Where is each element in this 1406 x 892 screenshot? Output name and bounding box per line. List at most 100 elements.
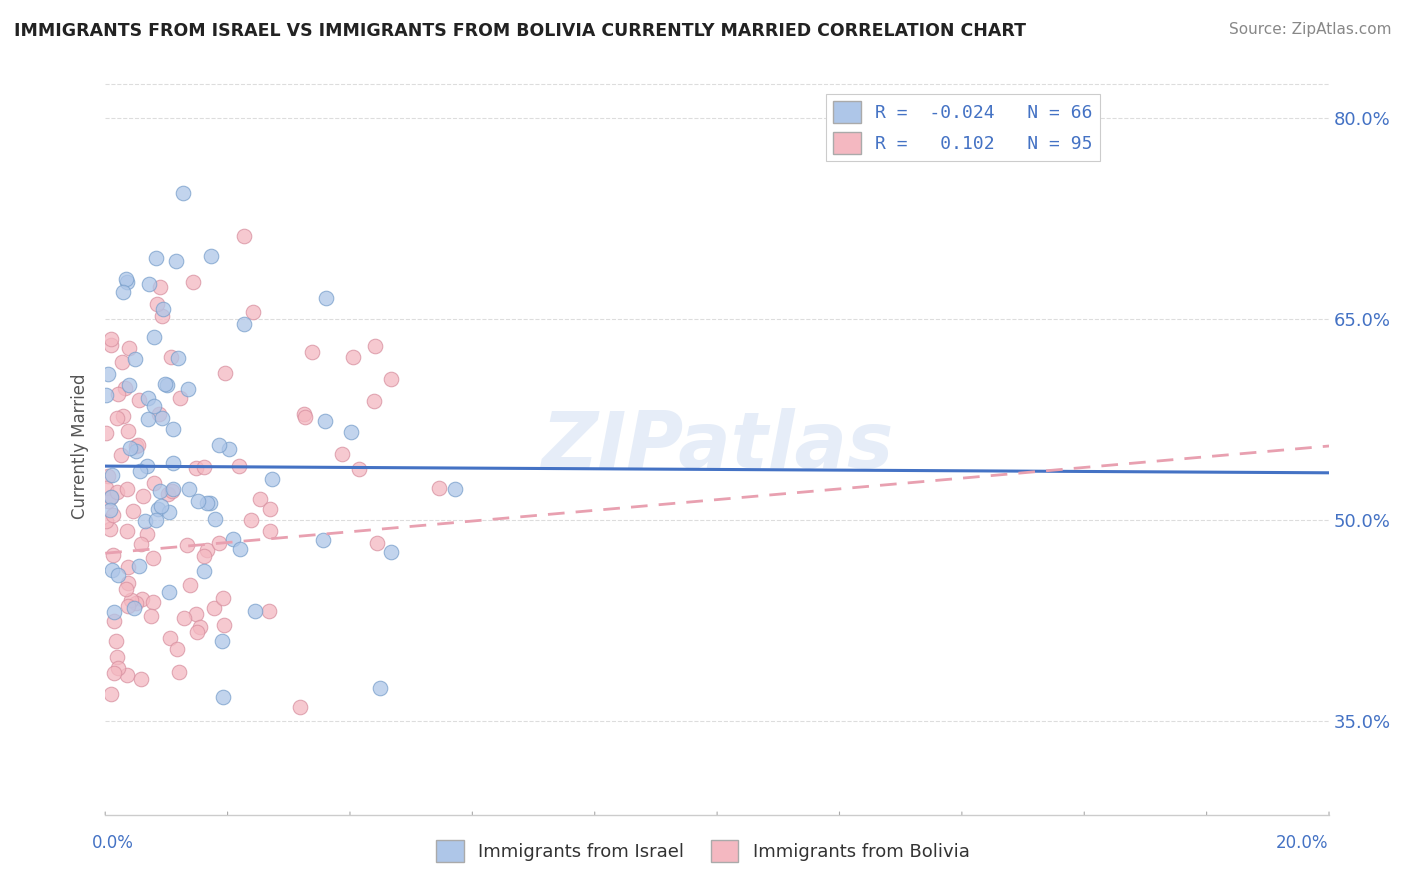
- Point: [136, 458, 159, 473]
- Point: [193, 564, 215, 578]
- Point: [179, 483, 201, 497]
- Point: [94, 426, 117, 441]
- Point: [142, 595, 165, 609]
- Point: [103, 614, 125, 628]
- Point: [125, 439, 148, 453]
- Point: [117, 576, 139, 591]
- Point: [214, 367, 236, 381]
- Point: [228, 458, 250, 473]
- Point: [138, 277, 160, 291]
- Point: [117, 425, 139, 439]
- Point: [129, 672, 152, 686]
- Point: [103, 548, 125, 562]
- Point: [184, 460, 207, 475]
- Point: [184, 607, 207, 621]
- Point: [249, 492, 271, 507]
- Point: [162, 482, 184, 496]
- Point: [132, 489, 155, 503]
- Point: [330, 447, 353, 461]
- Point: [444, 482, 467, 496]
- Point: [125, 596, 148, 610]
- Point: [107, 411, 129, 425]
- Point: [94, 514, 117, 528]
- Point: [103, 605, 125, 619]
- Point: [156, 377, 179, 392]
- Point: [157, 487, 180, 501]
- Point: [150, 309, 173, 323]
- Point: [122, 504, 145, 518]
- Point: [97, 468, 120, 483]
- Point: [94, 481, 117, 495]
- Point: [136, 392, 159, 406]
- Text: ZIPatlas: ZIPatlas: [541, 408, 893, 484]
- Point: [208, 438, 231, 452]
- Point: [101, 508, 124, 523]
- Text: IMMIGRANTS FROM ISRAEL VS IMMIGRANTS FROM BOLIVIA CURRENTLY MARRIED CORRELATION : IMMIGRANTS FROM ISRAEL VS IMMIGRANTS FRO…: [14, 22, 1026, 40]
- Point: [288, 700, 311, 714]
- Point: [117, 599, 139, 613]
- Point: [195, 543, 218, 558]
- Point: [118, 377, 141, 392]
- Point: [157, 505, 180, 519]
- Point: [347, 461, 370, 475]
- Point: [173, 611, 195, 625]
- Point: [135, 527, 157, 541]
- Point: [166, 641, 188, 656]
- Point: [212, 591, 235, 606]
- Point: [176, 382, 198, 396]
- Point: [128, 393, 150, 408]
- Point: [162, 422, 184, 436]
- Point: [100, 490, 122, 504]
- Point: [149, 500, 172, 514]
- Point: [148, 407, 170, 421]
- Point: [150, 410, 173, 425]
- Point: [134, 514, 156, 528]
- Point: [172, 186, 194, 201]
- Point: [124, 352, 146, 367]
- Point: [153, 376, 176, 391]
- Point: [105, 484, 128, 499]
- Point: [200, 249, 222, 263]
- Point: [340, 425, 363, 440]
- Point: [315, 291, 337, 305]
- Point: [100, 687, 122, 701]
- Point: [146, 502, 169, 516]
- Point: [118, 441, 141, 455]
- Point: [198, 496, 221, 510]
- Point: [115, 272, 138, 286]
- Point: [131, 591, 153, 606]
- Legend: Immigrants from Israel, Immigrants from Bolivia: Immigrants from Israel, Immigrants from …: [429, 833, 977, 870]
- Point: [127, 438, 149, 452]
- Point: [380, 545, 402, 559]
- Point: [149, 280, 172, 294]
- Point: [364, 339, 387, 353]
- Point: [218, 442, 240, 456]
- Point: [160, 484, 183, 499]
- Point: [160, 351, 183, 365]
- Point: [380, 372, 402, 386]
- Point: [100, 338, 122, 352]
- Point: [103, 666, 125, 681]
- Point: [233, 318, 256, 332]
- Point: [142, 476, 165, 491]
- Point: [243, 604, 266, 618]
- Legend: R =  -0.024   N = 66, R =   0.102   N = 95: R = -0.024 N = 66, R = 0.102 N = 95: [827, 94, 1099, 161]
- Point: [107, 567, 129, 582]
- Point: [105, 634, 128, 648]
- Point: [311, 533, 333, 547]
- Point: [143, 330, 166, 344]
- Point: [117, 560, 139, 574]
- Point: [181, 275, 204, 289]
- Point: [100, 332, 122, 346]
- Point: [202, 601, 225, 615]
- Text: 0.0%: 0.0%: [91, 834, 134, 852]
- Point: [292, 407, 315, 421]
- Point: [110, 448, 132, 462]
- Point: [111, 355, 134, 369]
- Y-axis label: Currently Married: Currently Married: [72, 373, 89, 519]
- Point: [118, 341, 141, 355]
- Point: [242, 305, 264, 319]
- Point: [165, 253, 187, 268]
- Point: [97, 493, 120, 508]
- Point: [96, 368, 118, 382]
